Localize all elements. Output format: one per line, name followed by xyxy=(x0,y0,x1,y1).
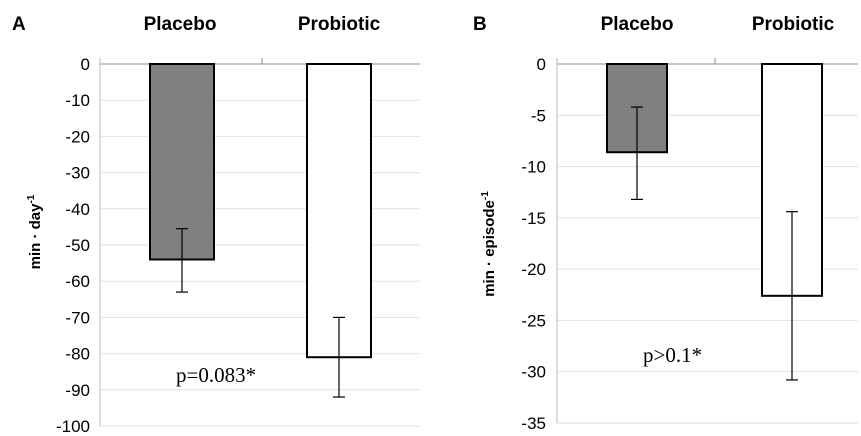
panel-b-category-label: Probiotic xyxy=(752,14,835,35)
panel-a-bar-placebo xyxy=(149,63,215,261)
panel-a-ytick-label: -100 xyxy=(56,417,90,436)
panel-a-category-label: Probiotic xyxy=(298,14,381,35)
panel-b-ytick-label: -35 xyxy=(521,414,546,433)
panel-b-ylabel-sup: -1 xyxy=(480,191,491,200)
panel-a-ytick-label: -10 xyxy=(65,91,90,110)
panel-b-ytick-label: 0 xyxy=(537,55,546,74)
panel-b-ytick-label: -15 xyxy=(521,209,546,228)
panel-a-ytick-label: -80 xyxy=(65,345,90,364)
panel-b-annotation: p>0.1* xyxy=(643,343,702,367)
panel-b-ytick-label: -25 xyxy=(521,311,546,330)
panel-b-label: B xyxy=(473,14,487,35)
panel-a-ylabel: min · day-1 xyxy=(26,194,44,269)
panel-a-ytick-label: 0 xyxy=(81,55,90,74)
svg-text:min · day-1: min · day-1 xyxy=(26,194,44,269)
panel-a-ytick-label: -60 xyxy=(65,272,90,291)
panel-a-ytick-label: -40 xyxy=(65,200,90,219)
panel-a-category-label: Placebo xyxy=(144,14,217,35)
panel-b-ytick-label: -30 xyxy=(521,363,546,382)
panel-b-ytick-label: -5 xyxy=(531,106,546,125)
panel-a-annotation: p=0.083* xyxy=(176,363,256,387)
panel-b-category-label: Placebo xyxy=(601,14,674,35)
panel-b-ylabel: min · episode-1 xyxy=(480,191,498,297)
panel-a-ytick-label: -70 xyxy=(65,308,90,327)
panel-b-ytick-label: -10 xyxy=(521,158,546,177)
panel-a-ytick-label: -90 xyxy=(65,381,90,400)
panel-a-label: A xyxy=(12,14,26,35)
panel-b-ytick-label: -20 xyxy=(521,260,546,279)
panel-a-ylabel-sup: -1 xyxy=(26,194,37,203)
panel-a-chart: A min · day-1 0 -10 -20 -30 -40 -50 -60 -70 -80 -… xyxy=(12,14,420,436)
panel-a-ylabel-text: min · day xyxy=(27,203,44,270)
panel-a-ytick-label: -30 xyxy=(65,164,90,183)
panel-a-bar-probiotic xyxy=(306,63,372,359)
panel-b-ylabel-text: min · episode xyxy=(481,200,498,297)
panel-a-ytick-label: -50 xyxy=(65,236,90,255)
panel-a-ytick-label: -20 xyxy=(65,127,90,146)
svg-text:min · episode-1: min · episode-1 xyxy=(480,191,498,297)
panel-b-chart: B min · episode-1 0 -5 -10 -15 -20 -25 -30 -35 P… xyxy=(473,14,858,433)
